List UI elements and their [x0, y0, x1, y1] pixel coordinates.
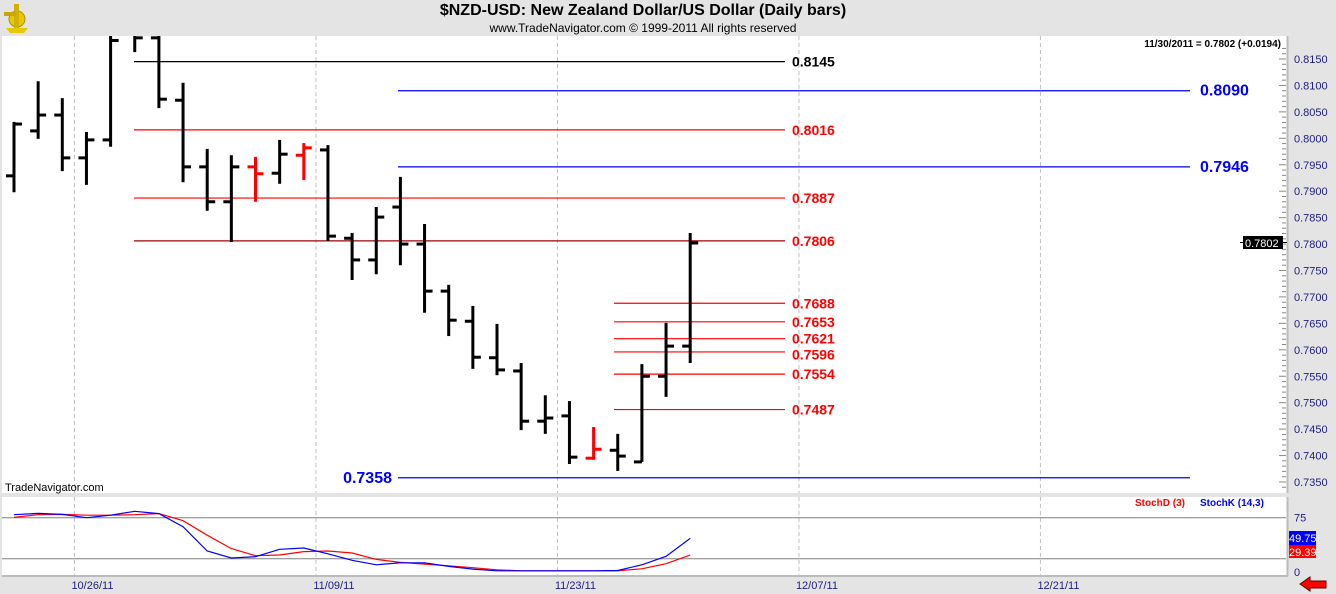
ohlc-bar: [6, 121, 22, 193]
current-price-marker: 0.7802: [1240, 236, 1287, 250]
ohlc-bar: [344, 232, 361, 281]
ohlc-bar: [489, 323, 505, 376]
watermark: TradeNavigator.com: [5, 482, 104, 494]
level-label: 0.8016: [792, 122, 835, 138]
y-tick-label: 0.7600: [1294, 345, 1328, 357]
ohlc-bar: [633, 364, 650, 464]
copyright-subtitle: www.TradeNavigator.com © 1999-2011 All r…: [489, 21, 797, 35]
ohlc-bar: [585, 427, 602, 460]
current-price-label: 0.7802: [1245, 238, 1279, 250]
y-tick-label: 0.7950: [1294, 160, 1328, 172]
ohlc-bar: [513, 363, 530, 431]
level-label: 0.8090: [1200, 83, 1249, 100]
x-tick-label: 10/26/11: [71, 580, 113, 592]
stoch-k-value: 49.75: [1289, 533, 1317, 545]
level-label: 0.8145: [792, 54, 835, 70]
ohlc-bar: [416, 223, 433, 313]
y-tick-label: 0.7800: [1294, 239, 1328, 251]
stoch-d-legend: StochD (3): [1135, 498, 1185, 509]
level-label: 0.7554: [792, 366, 835, 382]
x-tick-label: 11/09/11: [313, 580, 354, 592]
level-label: 0.7596: [792, 347, 835, 363]
y-tick-label: 0.7700: [1294, 292, 1328, 304]
stoch-y-tick-label: 75: [1294, 513, 1306, 525]
y-tick-label: 0.7550: [1294, 371, 1328, 383]
red-left-arrow-icon[interactable]: [1299, 576, 1327, 592]
ohlc-bar: [295, 143, 312, 181]
y-tick-label: 0.8050: [1294, 107, 1328, 119]
ohlc-bar: [561, 401, 578, 465]
ohlc-bar: [368, 207, 385, 275]
ohlc-bar: [78, 131, 95, 185]
ohlc-bar: [319, 145, 336, 241]
sextant-logo-icon: [4, 4, 28, 33]
ohlc-bar: [102, 36, 119, 147]
x-tick-label: 12/07/11: [796, 580, 838, 592]
stoch-d-value: 29.39: [1289, 547, 1317, 559]
ohlc-bar: [223, 155, 240, 242]
y-tick-label: 0.7650: [1294, 318, 1328, 330]
stoch-y-tick-label: 0: [1294, 567, 1300, 579]
ohlc-bar: [464, 305, 481, 369]
y-tick-label: 0.8000: [1294, 133, 1328, 145]
ohlc-bar: [150, 36, 167, 109]
ohlc-bar: [440, 284, 457, 337]
ohlc-bar: [682, 232, 699, 364]
ohlc-bar: [609, 433, 626, 471]
x-tick-label: 12/21/11: [1037, 580, 1079, 592]
ohlc-bar: [175, 82, 192, 183]
stoch-k-line: [13, 510, 691, 572]
info-readout: 11/30/2011 = 0.7802 (+0.0194): [1144, 39, 1281, 50]
level-label: 0.7688: [792, 295, 835, 311]
ohlc-bar: [247, 156, 264, 202]
ohlc-bar: [54, 98, 71, 172]
level-label: 0.7621: [792, 331, 835, 347]
level-label: 0.7806: [792, 233, 835, 249]
y-tick-label: 0.8150: [1294, 54, 1328, 66]
y-tick-label: 0.7850: [1294, 213, 1328, 225]
y-tick-label: 0.8100: [1294, 80, 1328, 92]
level-label: 0.7887: [792, 190, 835, 206]
ohlc-bar: [133, 36, 143, 53]
price-panel: [2, 36, 1287, 493]
x-tick-label: 11/23/11: [555, 580, 596, 592]
stoch-k-legend: StochK (14,3): [1200, 498, 1264, 509]
level-label: 0.7358: [343, 470, 392, 487]
stoch-d-value-box: 29.39: [1289, 545, 1317, 559]
stoch-panel: [2, 497, 1287, 575]
ohlc-bar: [271, 139, 288, 184]
level-label: 0.7487: [792, 402, 835, 418]
ohlc-bar: [392, 176, 409, 266]
y-tick-label: 0.7500: [1294, 398, 1328, 410]
ohlc-bar: [658, 322, 675, 397]
level-label: 0.7946: [1200, 159, 1249, 176]
y-tick-label: 0.7400: [1294, 451, 1328, 463]
y-tick-label: 0.7450: [1294, 424, 1328, 436]
y-tick-label: 0.7350: [1294, 477, 1328, 489]
ohlc-bar: [199, 148, 216, 211]
y-tick-label: 0.7900: [1294, 186, 1328, 198]
ohlc-bar: [537, 395, 554, 434]
y-tick-label: 0.7750: [1294, 266, 1328, 278]
ohlc-bar: [30, 81, 47, 139]
stoch-k-value-box: 49.75: [1289, 531, 1317, 545]
level-label: 0.7653: [792, 314, 835, 330]
chart-title: $NZD-USD: New Zealand Dollar/US Dollar (…: [439, 2, 847, 19]
